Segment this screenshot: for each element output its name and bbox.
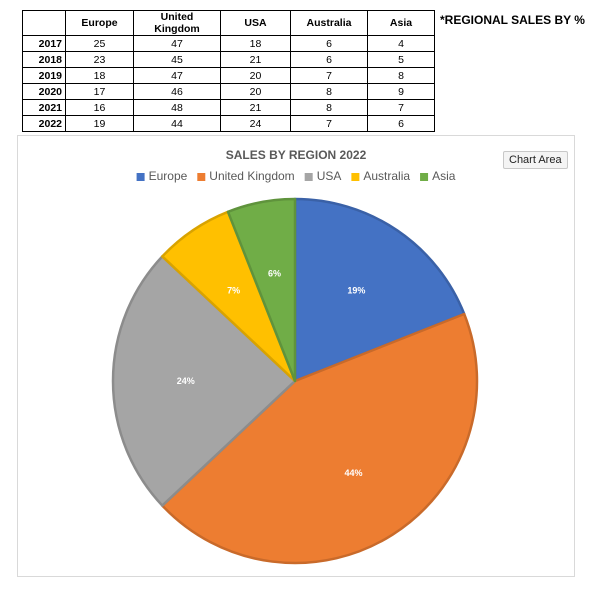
- year-cell: 2017: [22, 35, 66, 52]
- value-cell: 47: [133, 67, 221, 84]
- header-cell: Asia: [367, 10, 435, 36]
- value-cell: 7: [367, 99, 435, 116]
- table-row: 2017 25 47 18 6 4: [22, 35, 435, 52]
- table-row: 2020 17 46 20 8 9: [22, 83, 435, 100]
- chart-area[interactable]: SALES BY REGION 2022 Europe United Kingdo…: [17, 135, 575, 577]
- value-cell: 8: [290, 99, 368, 116]
- value-cell: 8: [290, 83, 368, 100]
- year-cell: 2020: [22, 83, 66, 100]
- table-row: 2021 16 48 21 8 7: [22, 99, 435, 116]
- table-row: 2019 18 47 20 7 8: [22, 67, 435, 84]
- header-cell: United Kingdom: [133, 10, 221, 36]
- pie-slice-united-kingdom[interactable]: [161, 312, 479, 565]
- legend-swatch: [420, 173, 429, 181]
- value-cell: 6: [290, 51, 368, 68]
- value-cell: 45: [133, 51, 221, 68]
- value-cell: 21: [220, 99, 291, 116]
- value-cell: 21: [220, 51, 291, 68]
- chart-area-tooltip: Chart Area: [503, 151, 568, 169]
- value-cell: 24: [220, 115, 291, 132]
- data-label: 6%: [268, 269, 281, 279]
- year-cell: 2018: [22, 51, 66, 68]
- pie-slice-usa[interactable]: [111, 255, 297, 507]
- value-cell: 4: [367, 35, 435, 52]
- value-cell: 25: [65, 35, 134, 52]
- data-label: 44%: [345, 468, 363, 478]
- pie-chart[interactable]: SALES BY REGION 2022 Europe United Kingdo…: [18, 136, 574, 576]
- value-cell: 23: [65, 51, 134, 68]
- pie-slice-asia[interactable]: [226, 197, 297, 383]
- legend-item[interactable]: Asia: [420, 169, 456, 183]
- legend-label: Europe: [149, 169, 188, 183]
- data-label: 7%: [227, 286, 240, 296]
- value-cell: 46: [133, 83, 221, 100]
- legend-label: United Kingdom: [209, 169, 294, 183]
- header-cell: USA: [220, 10, 291, 36]
- chart-legend: Europe United Kingdom USA Australia Asia: [136, 169, 456, 183]
- legend-swatch: [136, 173, 145, 181]
- year-cell: 2022: [22, 115, 66, 132]
- legend-swatch: [197, 173, 206, 181]
- legend-label: Asia: [432, 169, 456, 183]
- data-label: 19%: [347, 286, 365, 296]
- chart-title: SALES BY REGION 2022: [226, 148, 367, 162]
- value-cell: 17: [65, 83, 134, 100]
- value-cell: 7: [290, 67, 368, 84]
- value-cell: 6: [290, 35, 368, 52]
- header-cell: [22, 10, 66, 36]
- header-cell: Australia: [290, 10, 368, 36]
- data-label: 24%: [177, 376, 195, 386]
- legend-item[interactable]: USA: [304, 169, 342, 183]
- table-header-row: Europe United Kingdom USA Australia Asia: [22, 10, 435, 36]
- value-cell: 18: [65, 67, 134, 84]
- legend-swatch: [351, 173, 360, 181]
- year-cell: 2019: [22, 67, 66, 84]
- value-cell: 18: [220, 35, 291, 52]
- table-row: 2022 19 44 24 7 6: [22, 115, 435, 132]
- regional-sales-note: *REGIONAL SALES BY %: [440, 13, 585, 27]
- pie-data-labels: 19% 44% 24% 7% 6%: [177, 269, 366, 478]
- regional-sales-table: Europe United Kingdom USA Australia Asia…: [22, 10, 435, 132]
- legend-item[interactable]: Australia: [351, 169, 410, 183]
- value-cell: 47: [133, 35, 221, 52]
- legend-label: USA: [317, 169, 342, 183]
- table-row: 2018 23 45 21 6 5: [22, 51, 435, 68]
- pie-slices: [111, 197, 479, 565]
- legend-swatch: [304, 173, 313, 181]
- value-cell: 7: [290, 115, 368, 132]
- value-cell: 20: [220, 83, 291, 100]
- value-cell: 20: [220, 67, 291, 84]
- value-cell: 16: [65, 99, 134, 116]
- pie-slice-europe[interactable]: [293, 197, 466, 383]
- value-cell: 48: [133, 99, 221, 116]
- value-cell: 9: [367, 83, 435, 100]
- legend-label: Australia: [363, 169, 410, 183]
- value-cell: 44: [133, 115, 221, 132]
- year-cell: 2021: [22, 99, 66, 116]
- value-cell: 6: [367, 115, 435, 132]
- value-cell: 5: [367, 51, 435, 68]
- legend-item[interactable]: United Kingdom: [197, 169, 295, 183]
- value-cell: 8: [367, 67, 435, 84]
- header-cell: Europe: [65, 10, 134, 36]
- legend-item[interactable]: Europe: [136, 169, 188, 183]
- value-cell: 19: [65, 115, 134, 132]
